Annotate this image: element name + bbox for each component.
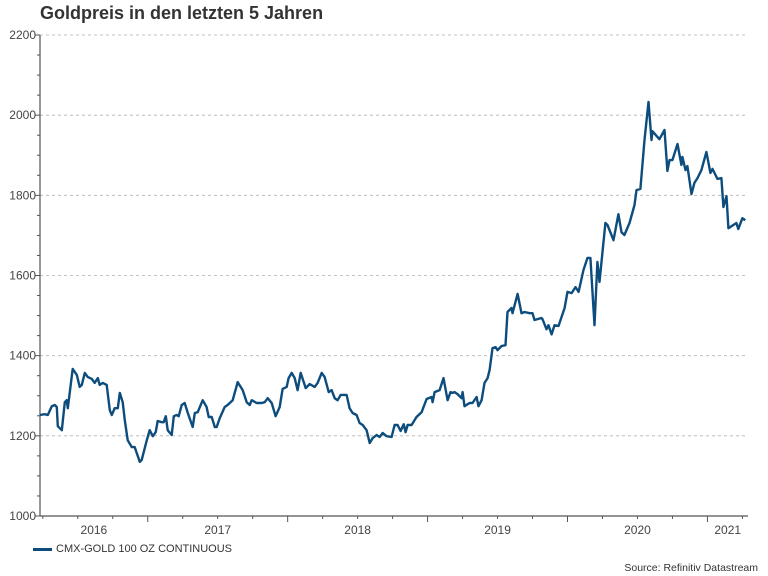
x-tick-label: 2018	[344, 523, 371, 537]
x-tick-label: 2019	[484, 523, 511, 537]
y-tick-label: 1800	[9, 188, 36, 202]
tick-labels: 1000 1200 1400 1600 1800 2000 2200 2016 2017 2018…	[9, 28, 741, 537]
legend-swatch	[33, 547, 52, 551]
y-tick-label: 1400	[9, 349, 36, 363]
series-line-cmx-gold	[39, 100, 746, 464]
x-tick-label: 2020	[624, 523, 651, 537]
y-tick-label: 2200	[9, 28, 36, 42]
y-tick-label: 2000	[9, 108, 36, 122]
axes	[35, 34, 748, 522]
chart-title: Goldpreis in den letzten 5 Jahren	[40, 3, 324, 23]
x-tick-label: 2021	[714, 523, 741, 537]
y-tick-label: 1200	[9, 429, 36, 443]
source-note: Source: Refinitiv Datastream	[624, 562, 758, 574]
gridlines	[40, 34, 748, 437]
y-tick-label: 1600	[9, 269, 36, 283]
x-tick-label: 2017	[204, 523, 231, 537]
legend-label: CMX-GOLD 100 OZ CONTINUOUS	[56, 543, 233, 555]
x-tick-label: 2016	[81, 523, 108, 537]
y-tick-label: 1000	[9, 509, 36, 523]
legend: CMX-GOLD 100 OZ CONTINUOUS	[33, 543, 232, 555]
